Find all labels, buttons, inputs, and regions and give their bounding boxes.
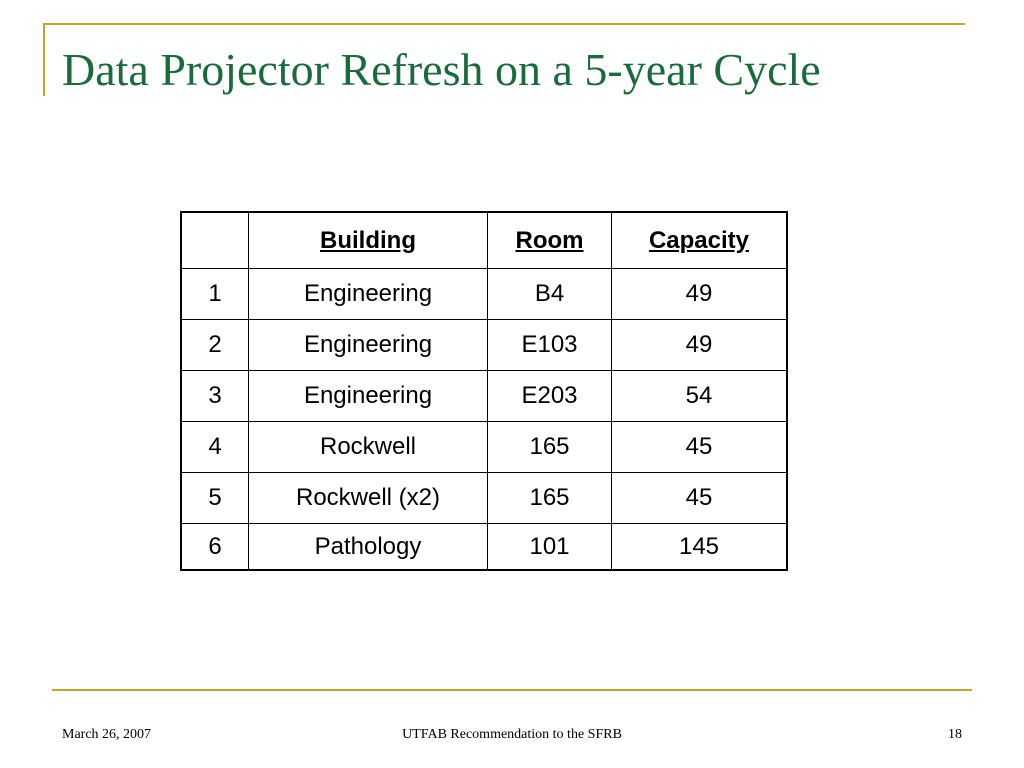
cell-room: 101 xyxy=(487,523,612,571)
cell-index: 1 xyxy=(180,268,249,320)
header-capacity: Capacity xyxy=(611,211,788,269)
table-row: 1 Engineering B4 49 xyxy=(180,268,788,320)
header-building: Building xyxy=(248,211,488,269)
cell-room: E203 xyxy=(487,370,612,422)
cell-building: Rockwell (x2) xyxy=(248,472,488,524)
slide-number: 18 xyxy=(948,727,962,742)
cell-building: Rockwell xyxy=(248,421,488,473)
table-row: 5 Rockwell (x2) 165 45 xyxy=(180,472,788,524)
cell-building: Engineering xyxy=(248,268,488,320)
cell-room: 165 xyxy=(487,421,612,473)
cell-index: 2 xyxy=(180,319,249,371)
table-row: 6 Pathology 101 145 xyxy=(180,523,788,571)
table-row: 2 Engineering E103 49 xyxy=(180,319,788,371)
header-room: Room xyxy=(487,211,612,269)
cell-capacity: 45 xyxy=(611,421,788,473)
cell-index: 5 xyxy=(180,472,249,524)
cell-capacity: 45 xyxy=(611,472,788,524)
cell-building: Engineering xyxy=(248,319,488,371)
header-index xyxy=(180,211,249,269)
projector-table: Building Room Capacity 1 Engineering B4 … xyxy=(180,211,788,571)
footer-date: March 26, 2007 xyxy=(62,727,152,742)
title-corner-rule-horizontal xyxy=(43,23,965,25)
cell-capacity: 49 xyxy=(611,319,788,371)
title-corner-rule-vertical xyxy=(43,23,45,96)
cell-index: 6 xyxy=(180,523,249,571)
table-row: 3 Engineering E203 54 xyxy=(180,370,788,422)
cell-room: E103 xyxy=(487,319,612,371)
cell-room: B4 xyxy=(487,268,612,320)
cell-capacity: 49 xyxy=(611,268,788,320)
cell-room: 165 xyxy=(487,472,612,524)
table-row: 4 Rockwell 165 45 xyxy=(180,421,788,473)
cell-index: 4 xyxy=(180,421,249,473)
cell-capacity: 54 xyxy=(611,370,788,422)
cell-capacity: 145 xyxy=(611,523,788,571)
table-header-row: Building Room Capacity xyxy=(180,211,788,269)
footer-rule xyxy=(52,689,972,691)
cell-index: 3 xyxy=(180,370,249,422)
footer-presentation-title: UTFAB Recommendation to the SFRB xyxy=(402,727,622,742)
cell-building: Engineering xyxy=(248,370,488,422)
cell-building: Pathology xyxy=(248,523,488,571)
slide-title: Data Projector Refresh on a 5-year Cycle xyxy=(62,44,821,95)
